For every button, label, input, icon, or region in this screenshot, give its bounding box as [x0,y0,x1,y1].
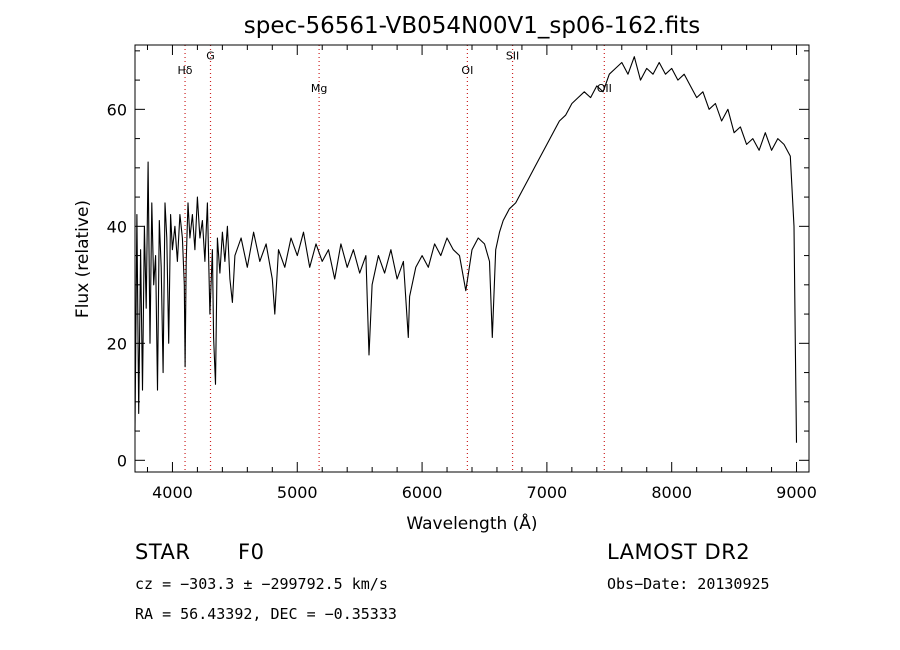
y-tick-label: 0 [117,451,127,470]
x-tick-label: 6000 [402,483,443,502]
x-tick-label: 8000 [651,483,692,502]
y-tick-label: 40 [107,217,127,236]
x-axis-label: Wavelength (Å) [406,512,537,534]
x-tick-label: 4000 [152,483,193,502]
x-tick-label: 7000 [527,483,568,502]
coordinates: RA = 56.43392, DEC = −0.35333 [135,605,397,623]
spectrum-chart: spec-56561-VB054N00V1_sp06-162.fits Wave… [73,13,817,534]
y-tick-label: 20 [107,334,127,353]
survey-name: LAMOST DR2 [607,540,751,564]
y-tick-label: 60 [107,100,127,119]
object-class: STAR [135,540,191,564]
flux-series-line-0 [134,56,798,443]
spectral-line-label-3: OI [461,64,473,77]
observation-date: Obs−Date: 20130925 [607,575,770,593]
object-subclass: F0 [238,540,265,564]
spectral-line-label-0: Hδ [178,64,193,77]
spectral-line-label-1: G [206,50,215,63]
y-axis-label: Flux (relative) [73,200,93,318]
flux-series [134,56,798,443]
x-tick-label: 5000 [277,483,318,502]
x-tick-label: 9000 [776,483,817,502]
redshift-velocity: cz = −303.3 ± −299792.5 km/s [135,575,388,593]
spectral-line-label-2: Mg [311,82,327,95]
chart-title: spec-56561-VB054N00V1_sp06-162.fits [244,13,700,39]
axis-ticks: 4000 5000 6000 7000 8000 9000 0 20 40 60 [107,45,817,502]
spectral-line-label-4: SII [506,50,519,63]
plot-frame [134,44,810,473]
